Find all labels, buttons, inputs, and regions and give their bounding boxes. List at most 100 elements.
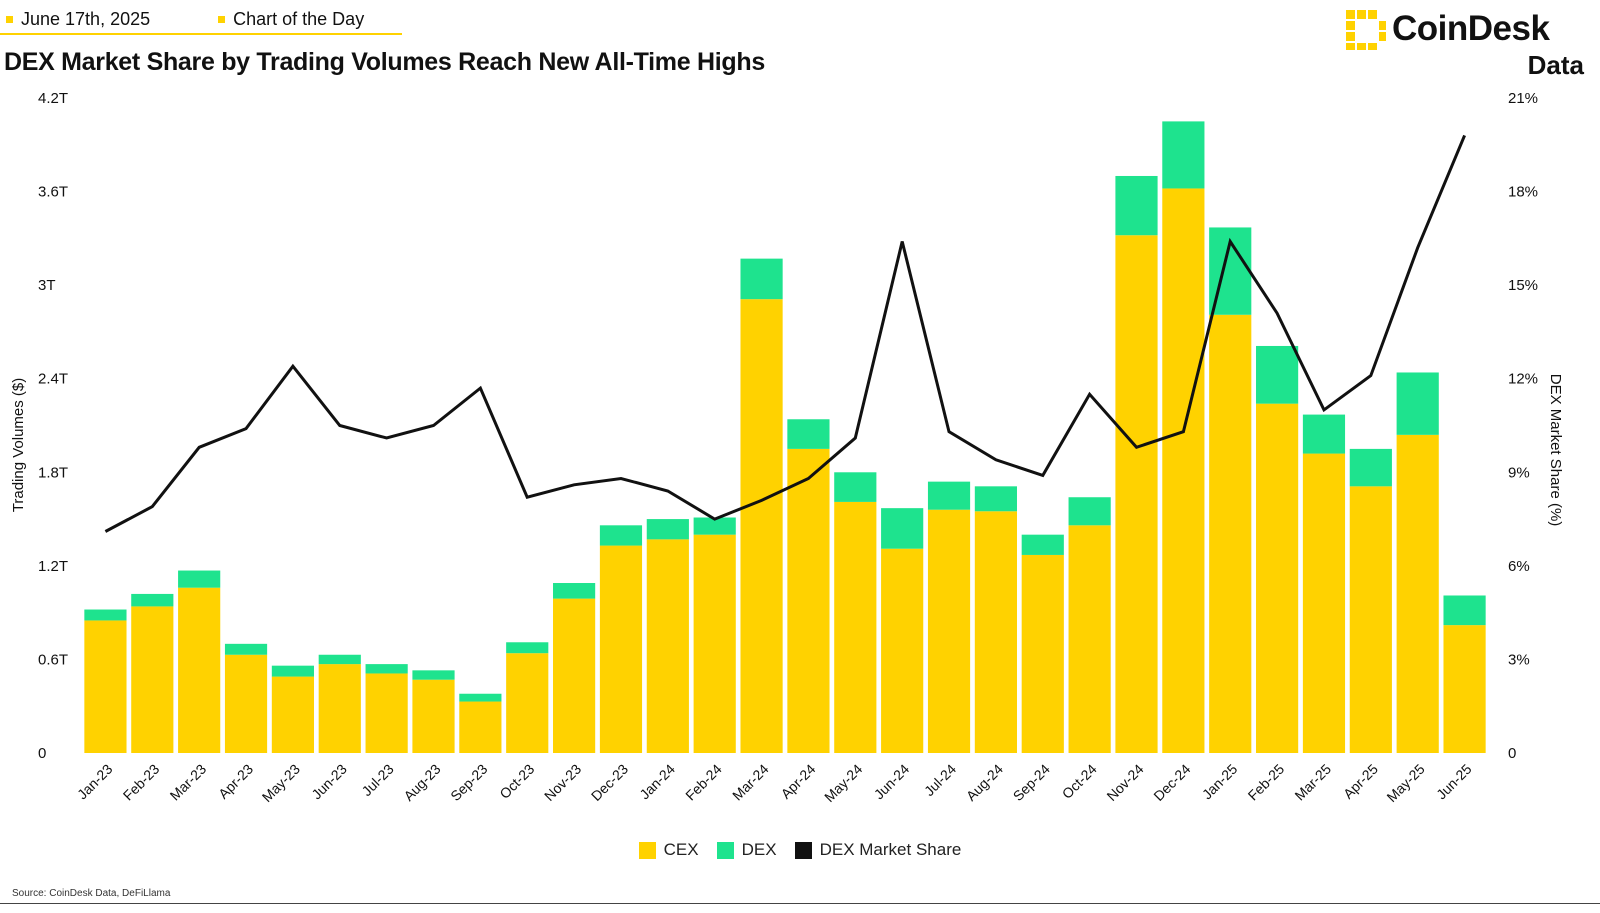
bar-dex-Jul-24: [927, 481, 971, 510]
x-tick-label: May-25: [1383, 761, 1427, 805]
legend-label-dex: DEX: [741, 840, 777, 859]
bar-cex-Aug-24: [974, 511, 1017, 753]
legend-item-share: DEX Market Share: [794, 840, 961, 860]
x-tick-label: Oct-24: [1059, 761, 1100, 802]
left-tick-label: 0.6T: [38, 651, 68, 668]
left-tick-label: 3T: [38, 277, 56, 294]
bar-cex-Jun-24: [881, 548, 924, 753]
date-text: June 17th, 2025: [21, 8, 151, 29]
right-axis-ticks: 0 3% 6% 9% 12% 15% 18% 21%: [1508, 90, 1538, 762]
legend-item-dex: DEX: [716, 840, 777, 860]
bar-cex-Sep-24: [1021, 554, 1064, 753]
x-tick-label: Mar-24: [729, 761, 772, 804]
bar-cex-Jul-23: [365, 673, 408, 753]
header-tags: June 17th, 2025 Chart of the Day: [0, 6, 426, 32]
x-tick-label: Nov-24: [1103, 761, 1146, 804]
bar-dex-Jun-23: [318, 654, 361, 665]
bar-dex-Oct-23: [506, 642, 549, 654]
bar-dex-Jun-24: [881, 508, 924, 549]
bar-cex-May-25: [1396, 434, 1439, 753]
x-tick-label: Dec-24: [1150, 761, 1193, 804]
x-tick-label: Sep-23: [447, 761, 490, 804]
bar-dex-Sep-24: [1021, 534, 1064, 555]
legend-swatch-share: [794, 841, 812, 859]
bar-dex-Dec-24: [1162, 121, 1205, 189]
logo-brand: CoinDesk: [1392, 9, 1550, 48]
series-square-icon: [218, 15, 226, 23]
x-tick-label: Feb-25: [1245, 761, 1288, 804]
x-tick-label: Jan-24: [636, 761, 678, 803]
left-tick-label: 4.2T: [38, 90, 68, 107]
left-tick-label: 0: [38, 745, 46, 762]
x-axis-labels: Jan-23 Feb-23 Mar-23 Apr-23 May-23 Jun-23 Jul-…: [74, 761, 1475, 805]
bar-cex-Dec-24: [1162, 188, 1205, 753]
bar-dex-Feb-24: [693, 517, 736, 535]
x-tick-label: Jan-23: [74, 761, 116, 803]
bar-dex-Sep-23: [459, 693, 502, 702]
bar-dex-Nov-23: [553, 583, 596, 599]
x-tick-label: May-24: [821, 761, 865, 805]
x-tick-label: Mar-25: [1291, 761, 1334, 804]
legend-swatch-cex: [638, 841, 656, 859]
right-tick-label: 9%: [1508, 464, 1530, 481]
bar-cex-Mar-23: [178, 587, 221, 753]
x-tick-label: Sep-24: [1010, 761, 1053, 804]
left-tick-label: 1.8T: [38, 464, 68, 481]
x-tick-label: Aug-24: [963, 761, 1006, 804]
legend-item-cex: CEX: [638, 840, 699, 860]
bar-cex-Jan-25: [1209, 314, 1252, 753]
legend-swatch-dex: [716, 841, 734, 859]
bar-cex-May-24: [834, 501, 877, 753]
series-tag: Chart of the Day: [212, 9, 364, 30]
x-tick-label: Jan-25: [1199, 761, 1241, 803]
bar-dex-Aug-23: [412, 670, 455, 680]
bar-dex-Apr-24: [787, 419, 830, 449]
bar-dex-May-25: [1396, 372, 1439, 435]
bar-dex-Oct-24: [1068, 497, 1111, 526]
bar-dex-Nov-24: [1115, 175, 1158, 236]
left-tick-label: 2.4T: [38, 371, 68, 388]
right-tick-label: 12%: [1508, 371, 1538, 388]
bar-cex-Dec-23: [599, 545, 643, 753]
logo-sub: Data: [1527, 50, 1584, 80]
legend: CEX DEX DEX Market Share: [0, 840, 1600, 860]
bar-cex-Jan-24: [646, 539, 689, 753]
left-axis-label: Trading Volumes ($): [10, 378, 27, 513]
bar-dex-Mar-23: [178, 570, 221, 588]
share-line-group: [104, 134, 1466, 533]
bar-cex-Mar-25: [1302, 453, 1346, 753]
bar-dex-Apr-25: [1349, 448, 1392, 487]
dex-market-share-line: [104, 134, 1466, 533]
x-tick-label: Apr-23: [215, 761, 256, 802]
right-axis-label: DEX Market Share (%): [1547, 374, 1564, 527]
bar-dex-Mar-24: [740, 258, 783, 300]
x-tick-label: Nov-23: [541, 761, 584, 804]
bar-dex-Jul-23: [365, 664, 408, 674]
bar-dex-Aug-24: [974, 486, 1017, 512]
bar-cex-Apr-23: [224, 654, 268, 753]
left-tick-label: 1.2T: [38, 558, 68, 575]
bar-cex-Apr-25: [1349, 486, 1392, 753]
x-tick-label: Jun-25: [1433, 761, 1475, 803]
x-tick-label: Feb-23: [120, 761, 163, 804]
date-tag: June 17th, 2025: [0, 9, 150, 30]
x-tick-label: Jul-23: [358, 761, 396, 799]
x-tick-label: Jul-24: [921, 761, 959, 799]
bars-group: [84, 121, 1486, 753]
legend-label-cex: CEX: [663, 840, 699, 859]
bar-cex-Nov-23: [553, 598, 596, 753]
coindesk-logo: CoinDesk Data: [1344, 8, 1584, 80]
date-square-icon: [6, 15, 13, 23]
series-tag-text: Chart of the Day: [233, 8, 365, 29]
bar-cex-Jan-23: [84, 620, 127, 753]
bar-dex-May-23: [271, 665, 314, 677]
bar-cex-Mar-24: [740, 299, 783, 753]
bar-cex-Feb-24: [693, 534, 736, 753]
x-tick-label: Jun-23: [308, 761, 350, 803]
bar-cex-Jun-23: [318, 664, 361, 753]
bar-dex-Feb-23: [131, 593, 174, 607]
source-note: Source: CoinDesk Data, DeFiLlama: [12, 888, 171, 899]
bar-cex-Jun-25: [1443, 625, 1486, 753]
header-underline: [0, 33, 402, 35]
